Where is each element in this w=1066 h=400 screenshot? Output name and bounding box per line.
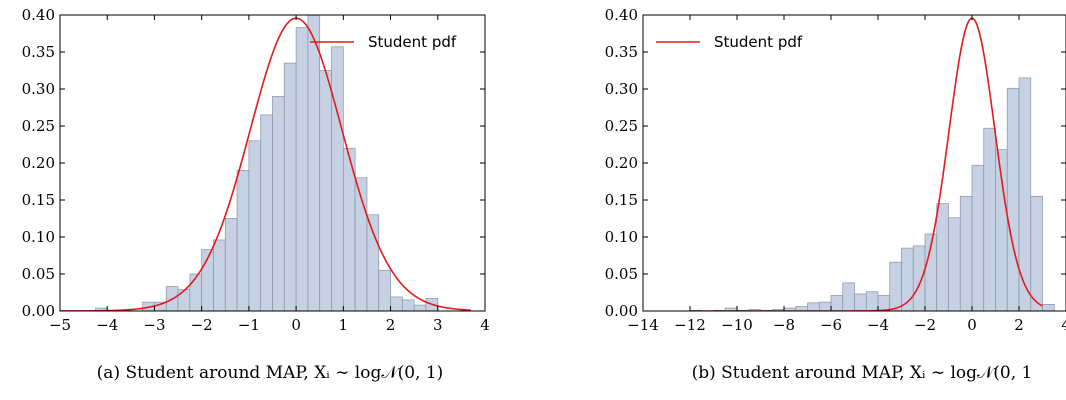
histogram-bar bbox=[889, 261, 902, 311]
histogram-bar bbox=[224, 218, 238, 311]
histogram-bar bbox=[366, 214, 380, 311]
histogram-bar bbox=[402, 299, 415, 311]
x-tick-label: −8 bbox=[773, 316, 795, 334]
caption-a: (a) Student around MAP, Xᵢ ∼ log𝒩(0, 1) bbox=[97, 363, 444, 383]
histogram-bar bbox=[283, 62, 297, 311]
histogram-bar bbox=[295, 27, 309, 311]
histogram-bar bbox=[959, 195, 973, 311]
histogram-bar bbox=[1030, 195, 1043, 311]
x-tick-label: 0 bbox=[967, 316, 977, 334]
histogram-bar bbox=[865, 291, 879, 311]
x-tick-label: −2 bbox=[914, 316, 936, 334]
histogram-bar bbox=[1006, 87, 1020, 311]
x-tick-label: −14 bbox=[627, 316, 659, 334]
x-tick-label: 2 bbox=[386, 316, 396, 334]
x-tick-label: 0 bbox=[291, 316, 301, 334]
x-tick-label: −10 bbox=[721, 316, 753, 334]
histogram-bar bbox=[971, 164, 985, 311]
histogram-bar bbox=[390, 296, 403, 311]
student-pdf-curve bbox=[60, 17, 471, 311]
histogram-bar bbox=[1018, 77, 1032, 311]
y-tick-label: 0.30 bbox=[22, 80, 55, 98]
histogram-bar bbox=[877, 295, 891, 311]
y-tick-label: 0.25 bbox=[22, 117, 55, 135]
y-tick-label: 0.35 bbox=[22, 43, 55, 61]
histogram-bar bbox=[818, 301, 832, 311]
histogram-bar bbox=[912, 245, 926, 311]
x-tick-label: −4 bbox=[96, 316, 118, 334]
y-tick-label: 0.10 bbox=[605, 228, 638, 246]
plot-area bbox=[689, 17, 1055, 311]
y-tick-label: 0.40 bbox=[605, 6, 638, 24]
x-tick-label: −3 bbox=[143, 316, 165, 334]
x-tick-label: 3 bbox=[433, 316, 443, 334]
x-tick-label: 4 bbox=[480, 316, 490, 334]
x-tick-label: −6 bbox=[820, 316, 842, 334]
histogram-bar bbox=[936, 203, 949, 311]
histogram-bar bbox=[948, 217, 961, 311]
x-tick-label: −2 bbox=[191, 316, 213, 334]
legend-label: Student pdf bbox=[368, 33, 457, 51]
y-tick-label: 0.15 bbox=[22, 191, 55, 209]
histogram-bar bbox=[413, 304, 427, 311]
legend-label: Student pdf bbox=[714, 33, 803, 51]
x-tick-label: 4 bbox=[1061, 316, 1066, 334]
histogram-bar bbox=[189, 273, 203, 311]
y-tick-label: 0.00 bbox=[22, 302, 55, 320]
histogram-bar bbox=[842, 282, 855, 311]
histogram-bar bbox=[260, 114, 273, 311]
histogram-bar bbox=[248, 140, 262, 311]
histogram-bar bbox=[807, 302, 820, 311]
y-tick-label: 0.25 bbox=[605, 117, 638, 135]
y-tick-label: 0.15 bbox=[605, 191, 638, 209]
histogram-bar bbox=[854, 293, 867, 311]
x-tick-label: −1 bbox=[238, 316, 260, 334]
histogram-bar bbox=[378, 269, 391, 311]
y-tick-label: 0.20 bbox=[605, 154, 638, 172]
histogram-bar bbox=[830, 295, 844, 311]
x-tick-label: 2 bbox=[1014, 316, 1024, 334]
caption-b: (b) Student around MAP, Xᵢ ∼ log𝒩(0, 1 bbox=[692, 363, 1033, 383]
y-tick-label: 0.20 bbox=[22, 154, 55, 172]
y-tick-label: 0.30 bbox=[605, 80, 638, 98]
plot-area bbox=[60, 15, 471, 311]
histogram-bar bbox=[331, 46, 344, 311]
histogram-bar bbox=[236, 170, 250, 311]
histogram-bar bbox=[177, 289, 191, 311]
y-tick-label: 0.05 bbox=[22, 265, 55, 283]
histogram-bar bbox=[307, 15, 321, 311]
histogram-bar bbox=[1042, 303, 1055, 311]
x-tick-label: −12 bbox=[674, 316, 706, 334]
y-tick-label: 0.10 bbox=[22, 228, 55, 246]
x-tick-label: 1 bbox=[339, 316, 349, 334]
y-tick-label: 0.00 bbox=[605, 302, 638, 320]
x-tick-label: −4 bbox=[867, 316, 889, 334]
chart-b: −14 −12 −10 −8 −6 −4 −2 0 2 4 0.00 0.05 0.10 0.15 0.20… bbox=[605, 6, 1066, 334]
histogram-bar bbox=[983, 127, 996, 311]
y-tick-label: 0.40 bbox=[22, 6, 55, 24]
histogram-bar bbox=[319, 70, 332, 311]
y-tick-label: 0.35 bbox=[605, 43, 638, 61]
y-tick-label: 0.05 bbox=[605, 265, 638, 283]
x-tick-label: −5 bbox=[49, 316, 71, 334]
histogram-bar bbox=[272, 96, 285, 311]
histogram-bar bbox=[213, 239, 226, 311]
chart-a: −5 −4 −3 −2 −1 0 1 2 3 4 0.00 0.05 0.10 0.15 0.20 0.25 0… bbox=[22, 6, 490, 334]
